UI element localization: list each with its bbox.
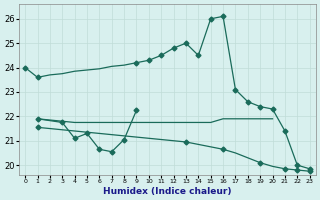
X-axis label: Humidex (Indice chaleur): Humidex (Indice chaleur) <box>103 187 232 196</box>
